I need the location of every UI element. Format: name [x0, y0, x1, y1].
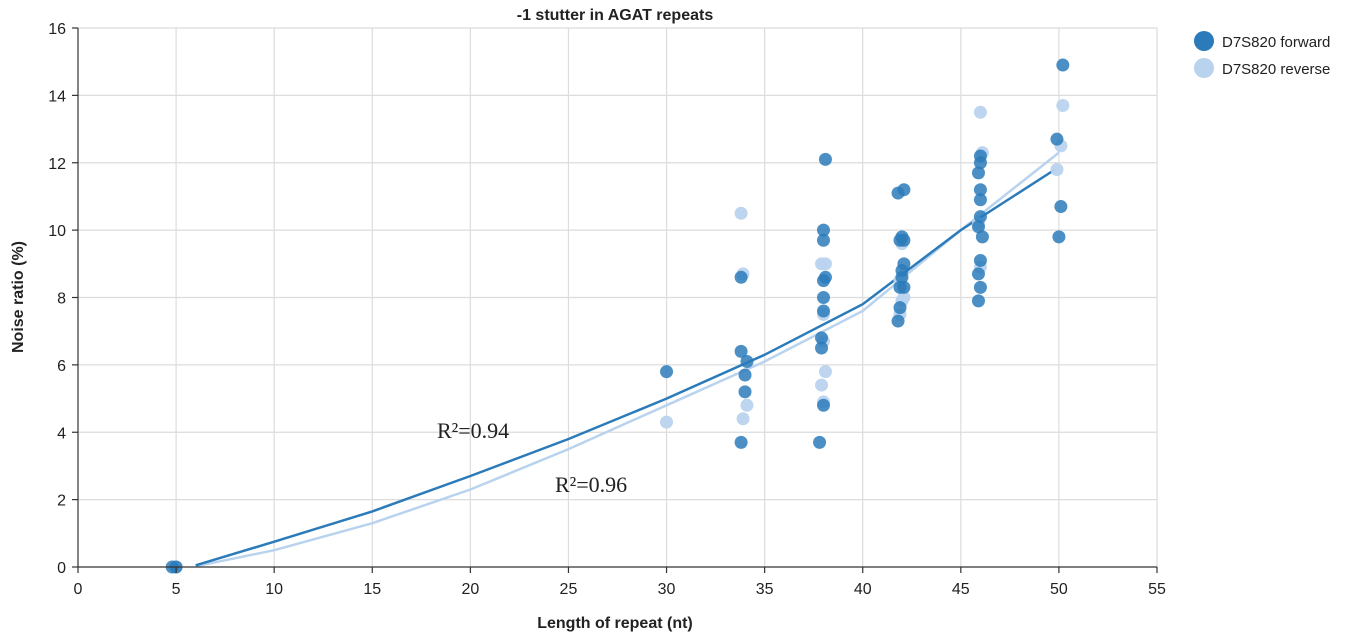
data-point-forward: [891, 314, 905, 328]
data-point-forward: [973, 253, 987, 267]
data-points: [165, 58, 1070, 574]
data-point-forward: [897, 183, 911, 197]
r2-label-forward: R²=0.94: [437, 418, 509, 443]
legend-label-reverse: D7S820 reverse: [1222, 61, 1330, 78]
data-point-forward: [1056, 58, 1070, 72]
x-tick-label: 50: [1050, 581, 1068, 598]
data-point-reverse: [1056, 98, 1070, 112]
data-point-forward: [971, 294, 985, 308]
x-tick-label: 30: [658, 581, 676, 598]
data-point-forward: [1052, 230, 1066, 244]
data-point-reverse: [660, 415, 674, 429]
data-point-forward: [971, 220, 985, 234]
data-point-forward: [738, 385, 752, 399]
x-tick-label: 10: [265, 581, 283, 598]
data-point-forward: [816, 304, 830, 318]
trendlines: [195, 151, 1060, 568]
data-point-forward: [815, 341, 829, 355]
x-tick-label: 40: [854, 581, 872, 598]
data-point-reverse: [818, 257, 832, 271]
legend-marker-forward: [1194, 31, 1214, 51]
x-axis-title: Length of repeat (nt): [537, 615, 693, 632]
x-tick-label: 0: [74, 581, 83, 598]
data-point-forward: [816, 291, 830, 304]
data-point-forward: [973, 280, 987, 294]
x-tick-label: 35: [756, 581, 774, 598]
y-tick-label: 12: [48, 156, 66, 173]
data-point-forward: [818, 270, 832, 284]
data-point-forward: [816, 398, 830, 412]
y-tick-label: 2: [57, 493, 66, 510]
y-tick-label: 0: [57, 560, 66, 577]
data-point-forward: [893, 301, 907, 315]
legend: D7S820 forward D7S820 reverse: [1194, 31, 1330, 78]
data-point-forward: [971, 267, 985, 281]
legend-marker-reverse: [1194, 58, 1214, 78]
data-point-reverse: [818, 365, 832, 379]
x-tick-label: 20: [461, 581, 479, 598]
data-point-forward: [971, 166, 985, 180]
legend-label-forward: D7S820 forward: [1222, 34, 1330, 51]
tick-labels: 0 5 10 15 20 25 30 35 40 45 50 55 0 2 4 6 8 10 12 14 16: [48, 21, 1166, 598]
data-point-forward: [740, 355, 754, 369]
trendline-forward: [195, 168, 1056, 567]
data-point-forward: [973, 183, 987, 197]
data-point-forward: [734, 344, 748, 358]
data-point-forward: [975, 230, 989, 244]
y-tick-label: 4: [57, 425, 66, 442]
data-point-forward: [738, 368, 752, 382]
data-point-forward: [813, 435, 827, 449]
data-point-reverse: [740, 398, 754, 412]
data-point-forward: [897, 257, 911, 271]
gridlines: [78, 27, 1158, 567]
data-point-reverse: [973, 105, 987, 119]
chart-title: -1 stutter in AGAT repeats: [517, 7, 714, 24]
data-point-forward: [734, 270, 748, 284]
data-point-forward: [815, 331, 829, 345]
data-point-forward: [818, 152, 832, 166]
data-point-reverse: [815, 378, 829, 392]
x-tick-label: 25: [560, 581, 578, 598]
x-tick-label: 15: [363, 581, 381, 598]
data-point-forward: [897, 280, 911, 294]
r2-label-reverse: R²=0.96: [555, 472, 627, 497]
y-tick-label: 10: [48, 223, 66, 240]
data-point-forward: [1054, 200, 1068, 214]
data-point-forward: [973, 210, 987, 224]
data-point-forward: [1050, 132, 1064, 146]
data-point-reverse: [1050, 162, 1064, 176]
data-point-forward: [816, 223, 830, 237]
data-point-forward: [734, 435, 748, 449]
x-tick-label: 5: [172, 581, 181, 598]
y-tick-label: 8: [57, 291, 66, 308]
data-point-reverse: [736, 412, 750, 426]
data-point-forward: [897, 233, 911, 247]
data-point-reverse: [897, 291, 911, 304]
y-tick-label: 16: [48, 21, 66, 38]
y-axis-title: Noise ratio (%): [10, 241, 27, 353]
axes: [72, 27, 1158, 573]
data-point-reverse: [734, 206, 748, 220]
data-point-forward: [816, 233, 830, 247]
data-point-forward: [660, 365, 674, 379]
data-point-forward: [973, 149, 987, 163]
y-tick-label: 14: [48, 88, 66, 105]
data-point-forward: [973, 193, 987, 207]
y-tick-label: 6: [57, 358, 66, 375]
trendline-reverse: [195, 151, 1060, 568]
x-tick-label: 55: [1148, 581, 1166, 598]
x-tick-label: 45: [952, 581, 970, 598]
